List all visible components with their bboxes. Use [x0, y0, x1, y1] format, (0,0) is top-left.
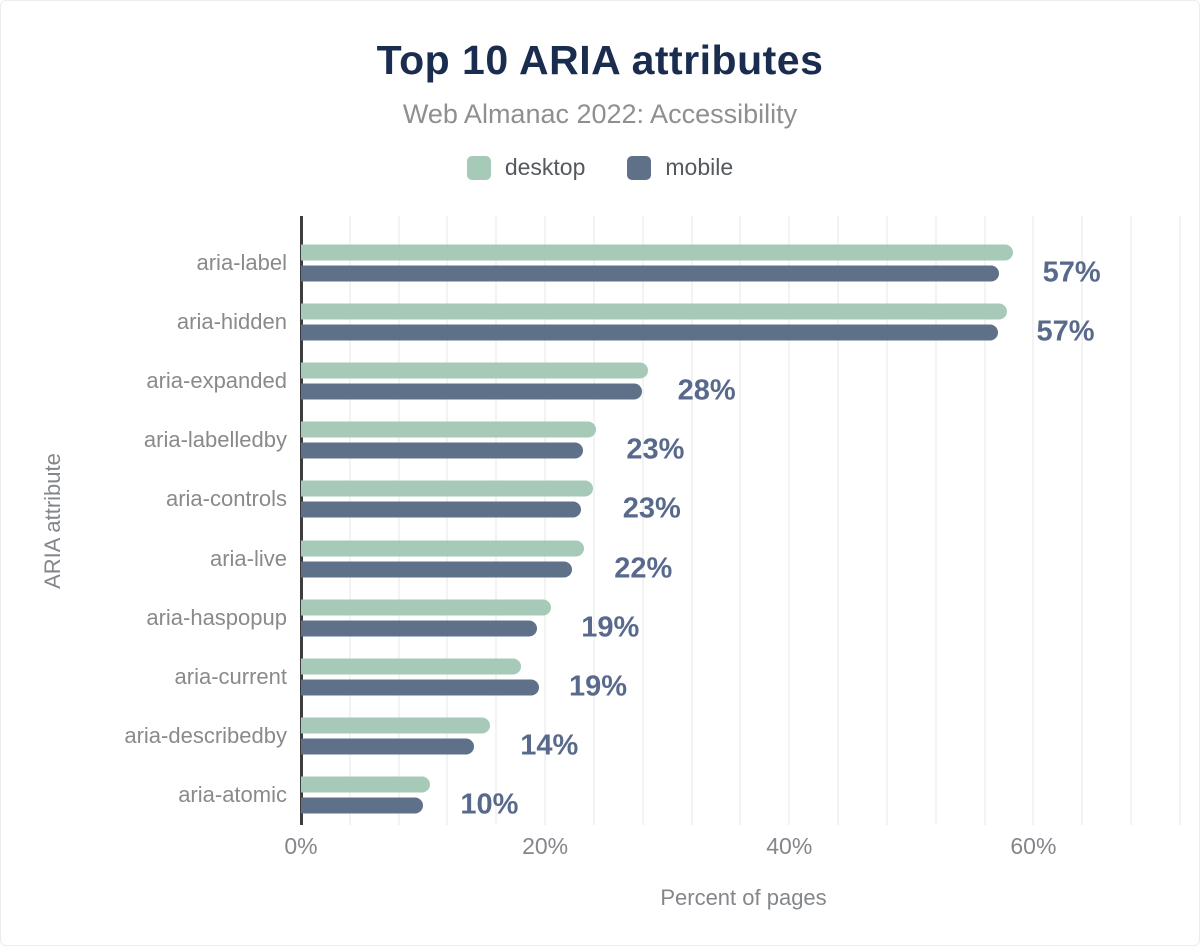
desktop-bar — [301, 421, 597, 438]
bar-group — [301, 717, 1186, 755]
category-row: aria-live 22% — [210, 529, 1186, 588]
bar-group — [301, 658, 1186, 696]
legend-item-desktop: desktop — [466, 154, 586, 181]
category-row: aria-current 19% — [175, 647, 1186, 706]
value-label: 14% — [520, 729, 579, 762]
category-label: aria-current — [174, 664, 287, 690]
category-label: aria-describedby — [124, 723, 287, 749]
x-axis-ticks: 0% 20% 40% 60% — [284, 833, 1186, 863]
value-label: 28% — [677, 374, 736, 407]
x-tick-label: 20% — [522, 833, 569, 859]
bar-group — [301, 303, 1186, 341]
desktop-bar — [301, 540, 585, 557]
gridline — [934, 216, 937, 825]
x-tick-label: 40% — [766, 833, 813, 859]
gridline — [788, 216, 791, 825]
gridline — [348, 216, 351, 825]
legend-label-mobile: mobile — [665, 154, 734, 180]
gridline — [397, 216, 400, 825]
legend-item-mobile: mobile — [627, 154, 733, 181]
chart-subtitle: Web Almanac 2022: Accessibility — [402, 99, 798, 129]
mobile-bar — [301, 620, 537, 637]
y-axis-title: ARIA attribute — [40, 453, 65, 589]
x-tick-label: 60% — [1010, 833, 1057, 859]
gridline — [1032, 216, 1035, 825]
category-row: aria-atomic 10% — [178, 766, 1186, 825]
desktop-bar — [301, 480, 593, 497]
category-row: aria-describedby 14% — [124, 707, 1186, 766]
value-label: 57% — [1036, 315, 1095, 348]
gridline — [1178, 216, 1181, 825]
gridline — [641, 216, 644, 825]
category-row: aria-labelledby 23% — [144, 411, 1186, 470]
gridline — [592, 216, 595, 825]
gridline — [1081, 216, 1084, 825]
gridline — [1130, 216, 1133, 825]
category-row: aria-controls 23% — [166, 470, 1186, 529]
category-row: aria-haspopup 19% — [146, 588, 1186, 647]
mobile-bar — [301, 501, 581, 518]
gridline — [495, 216, 498, 825]
value-label: 19% — [581, 611, 640, 644]
mobile-bar — [301, 797, 424, 814]
value-label: 22% — [614, 552, 673, 585]
category-row: aria-expanded 28% — [146, 351, 1186, 410]
bar-group — [301, 776, 1186, 814]
category-label: aria-controls — [165, 486, 287, 512]
gridline — [983, 216, 986, 825]
mobile-bar — [301, 679, 540, 696]
x-tick-label: 0% — [284, 833, 318, 859]
plot-rows: aria-label 57% aria-hidden 57% aria-expanded… — [124, 233, 1186, 825]
gridline — [739, 216, 742, 825]
mobile-swatch-icon — [627, 155, 652, 180]
x-axis-title: Percent of pages — [660, 885, 827, 910]
value-label: 23% — [622, 492, 681, 525]
value-label: 10% — [460, 788, 519, 821]
bar-group — [301, 540, 1186, 578]
gridline — [885, 216, 888, 825]
legend: desktop mobile — [1, 154, 1199, 181]
bar-group — [301, 421, 1186, 459]
category-label: aria-atomic — [178, 782, 287, 808]
gridline — [837, 216, 840, 825]
desktop-swatch-icon — [466, 155, 491, 180]
mobile-bar — [301, 561, 572, 578]
gridline — [690, 216, 693, 825]
mobile-bar — [301, 265, 1000, 282]
bar-group — [301, 244, 1186, 282]
value-label: 23% — [626, 433, 685, 466]
gridline — [544, 216, 547, 825]
y-axis-line — [300, 216, 303, 825]
category-label: aria-labelledby — [143, 427, 287, 453]
plot-area: aria-label 57% aria-hidden 57% aria-expanded… — [124, 216, 1186, 825]
category-row: aria-label 57% — [197, 233, 1186, 292]
desktop-bar — [301, 599, 552, 616]
category-label: aria-haspopup — [146, 604, 287, 630]
desktop-bar — [301, 717, 491, 734]
desktop-bar — [301, 244, 1013, 261]
desktop-bar — [301, 776, 431, 793]
category-label: aria-label — [196, 249, 288, 275]
category-label: aria-hidden — [176, 308, 287, 334]
mobile-bar — [301, 324, 998, 341]
legend-label-desktop: desktop — [504, 154, 586, 180]
bar-group — [301, 362, 1186, 400]
value-label: 19% — [569, 670, 628, 703]
chart-title: Top 10 ARIA attributes — [376, 37, 824, 83]
mobile-bar — [301, 383, 642, 400]
category-label: aria-live — [209, 545, 287, 571]
gridline — [446, 216, 449, 825]
bar-group — [301, 480, 1186, 518]
desktop-bar — [301, 658, 521, 675]
mobile-bar — [301, 442, 583, 459]
desktop-bar — [301, 303, 1007, 320]
mobile-bar — [301, 738, 475, 755]
category-row: aria-hidden 57% — [177, 292, 1186, 351]
category-label: aria-expanded — [146, 368, 287, 393]
desktop-bar — [301, 362, 648, 379]
bar-group — [301, 599, 1186, 637]
value-label: 57% — [1042, 256, 1101, 289]
